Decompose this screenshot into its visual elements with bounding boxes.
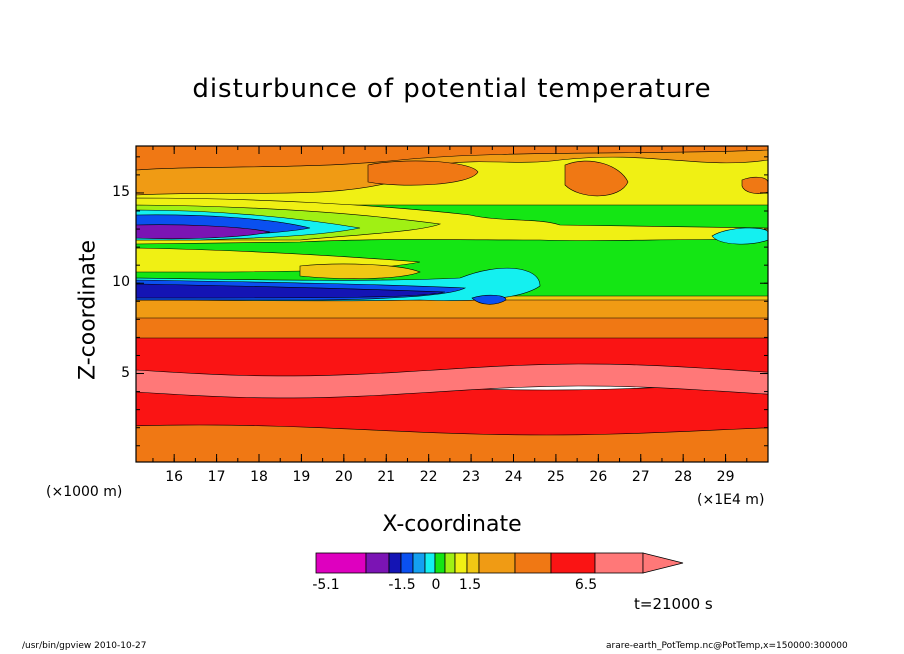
colorbar-swatch [434, 552, 446, 574]
contour-region [711, 227, 768, 245]
colorbar-tick-label: -5.1 [312, 577, 340, 593]
colorbar-swatch [412, 552, 426, 574]
x-tick-label: 25 [546, 469, 565, 485]
colorbar-swatch [424, 552, 436, 574]
colorbar-tick-label: 0 [431, 577, 441, 593]
x-tick-label: 20 [334, 469, 353, 485]
colorbar-swatch [454, 552, 468, 574]
x-tick-label: 28 [674, 469, 693, 485]
colorbar-swatch [466, 552, 480, 574]
y-axis-label: Z-coordinate [75, 240, 101, 380]
colorbar-swatch [550, 552, 596, 574]
y-tick-label: 5 [121, 364, 130, 381]
colorbar-swatch [315, 552, 367, 574]
x-tick-label: 26 [589, 469, 608, 485]
x-tick-label: 27 [631, 469, 650, 485]
y-tick-label: 10 [112, 274, 130, 291]
colorbar-tick-label: -1.5 [388, 577, 416, 593]
x-tick-label: 22 [419, 469, 438, 485]
chart-title: disturbunce of potential temperature [192, 74, 712, 104]
colorbar-tick-label: 1.5 [458, 577, 482, 593]
contour-region [564, 160, 629, 197]
contour-region [367, 160, 479, 186]
x-tick-label: 16 [165, 469, 184, 485]
time-label: t=21000 s [634, 595, 713, 613]
colorbar-swatch [514, 552, 552, 574]
x-tick-label: 23 [462, 469, 480, 485]
x-axis-scale-label: (×1E4 m) [697, 492, 765, 508]
colorbar-swatch [478, 552, 516, 574]
colorbar-swatch [594, 552, 644, 574]
footer-source-file: arare-earth_PotTemp.nc@PotTemp,x=150000:… [606, 641, 848, 651]
contour-region [136, 146, 768, 171]
x-axis-label: X-coordinate [382, 512, 522, 537]
plot-axes [135, 145, 769, 463]
colorbar-tick-label: 6.5 [574, 577, 598, 593]
x-tick-label: 17 [207, 469, 226, 485]
colorbar-swatch [400, 552, 414, 574]
contour-region [299, 263, 421, 279]
x-tick-label: 29 [716, 469, 735, 485]
contour-region [136, 283, 446, 299]
colorbar-swatch [388, 552, 402, 574]
colorbar-swatch [444, 552, 456, 574]
x-tick-label: 21 [377, 469, 396, 485]
colorbar-swatch [365, 552, 390, 574]
x-tick-label: 18 [250, 469, 268, 485]
x-tick-label: 24 [504, 469, 523, 485]
contour-region [136, 224, 271, 240]
colorbar [315, 552, 684, 574]
contour-region [471, 294, 507, 305]
x-tick-label: 19 [292, 469, 311, 485]
footer-program-date: /usr/bin/gpview 2010-10-27 [22, 641, 147, 651]
x-axis-unit-label: (×1000 m) [46, 484, 123, 500]
y-tick-label: 15 [112, 183, 130, 200]
contour-region [741, 176, 768, 194]
contour-plot-area [136, 146, 768, 462]
colorbar-extend-arrow [642, 552, 684, 574]
